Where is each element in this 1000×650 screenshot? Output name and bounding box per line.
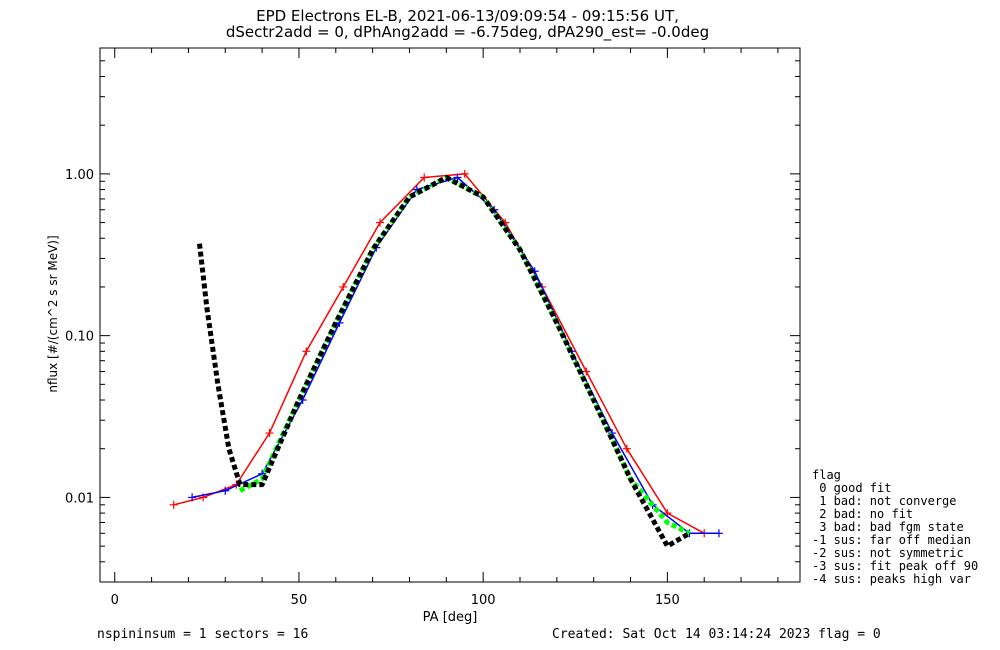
data-point-marker bbox=[169, 500, 178, 509]
series-line bbox=[191, 176, 719, 535]
x-tick-label: 100 bbox=[471, 593, 496, 608]
data-point-marker bbox=[453, 173, 462, 182]
x-tick-label: 150 bbox=[655, 593, 680, 608]
x-axis-label: PA [deg] bbox=[423, 610, 478, 625]
series-line bbox=[197, 175, 691, 549]
legend-line: 1 bad: not converge bbox=[812, 494, 957, 508]
footer-created-info: Created: Sat Oct 14 03:14:24 2023 flag =… bbox=[552, 627, 881, 642]
legend-line: 0 good fit bbox=[812, 481, 892, 495]
data-point-marker bbox=[460, 169, 469, 178]
series-group bbox=[169, 169, 723, 549]
legend-line: 3 bad: bad fgm state bbox=[812, 520, 964, 534]
flag-legend: flag 0 good fit 1 bad: not converge 2 ba… bbox=[812, 469, 978, 586]
series-line bbox=[173, 173, 705, 534]
data-point-marker bbox=[339, 282, 348, 291]
legend-line: flag bbox=[812, 468, 841, 482]
legend-line: -1 sus: far off median bbox=[812, 533, 971, 547]
data-point-marker bbox=[582, 367, 591, 376]
axes-layer: 0 50 100 150 PA [deg] 0.01 0.10 1.00 bbox=[65, 47, 801, 625]
series-line bbox=[238, 175, 691, 536]
data-point-marker bbox=[265, 429, 274, 438]
y-axis-label: nflux [#/(cm^2 s sr MeV)] bbox=[46, 235, 60, 393]
plot-frame bbox=[99, 47, 801, 583]
y-tick-label: 0.10 bbox=[65, 330, 94, 345]
data-point-marker bbox=[188, 493, 197, 502]
legend-line: 2 bad: no fit bbox=[812, 507, 914, 521]
legend-line: -2 sus: not symmetric bbox=[812, 546, 964, 560]
data-point-marker bbox=[622, 444, 631, 453]
data-point-marker bbox=[714, 529, 723, 538]
footer-spin-info: nspininsum = 1 sectors = 16 bbox=[97, 627, 309, 642]
x-tick-label: 50 bbox=[291, 593, 308, 608]
x-tick-label: 0 bbox=[111, 593, 119, 608]
data-layer bbox=[169, 169, 723, 549]
chart-subtitle: dSectr2add = 0, dPhAng2add = -6.75deg, d… bbox=[225, 23, 710, 41]
data-point-marker bbox=[302, 347, 311, 356]
data-point-marker bbox=[221, 486, 230, 495]
legend-line: -4 sus: peaks high var bbox=[812, 572, 971, 586]
legend-line: -3 sus: fit peak off 90 bbox=[812, 559, 979, 573]
chart-title: EPD Electrons EL-B, 2021-06-13/09:09:54 … bbox=[256, 7, 679, 25]
y-tick-label: 0.01 bbox=[65, 491, 94, 506]
y-tick-label: 1.00 bbox=[65, 168, 94, 183]
data-point-marker bbox=[376, 218, 384, 227]
data-point-marker bbox=[420, 173, 429, 182]
